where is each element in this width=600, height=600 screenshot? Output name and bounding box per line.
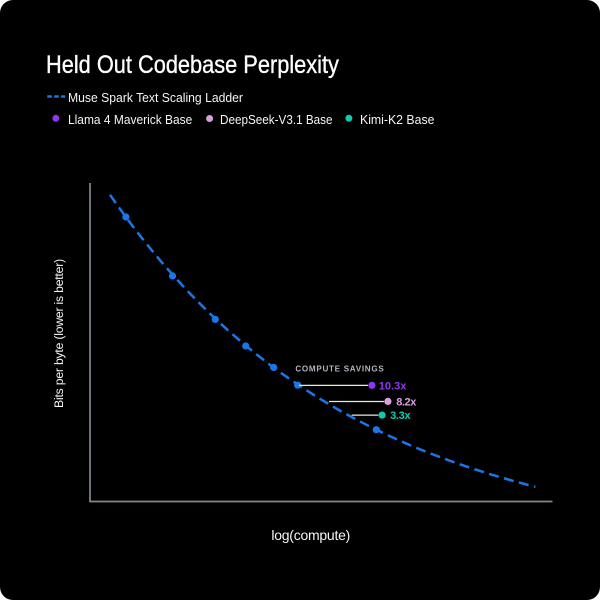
svg-text:log(compute): log(compute) (271, 527, 350, 543)
svg-text:COMPUTE SAVINGS: COMPUTE SAVINGS (295, 364, 384, 373)
svg-text:3.3x: 3.3x (390, 410, 411, 422)
svg-text:10.3x: 10.3x (379, 381, 407, 393)
svg-text:8.2x: 8.2x (396, 397, 417, 409)
svg-text:Bits per byte (lower is better: Bits per byte (lower is better) (52, 259, 66, 408)
